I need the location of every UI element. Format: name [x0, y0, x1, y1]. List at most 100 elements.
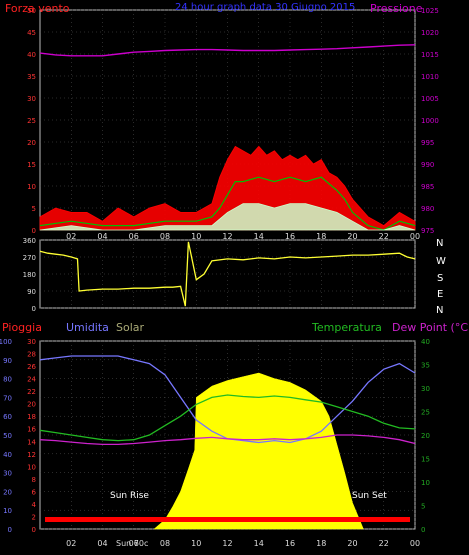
pressure-axis-ticks: 975 980 985 990 995 1000 1005 1010 1015 1020 1025: [421, 7, 439, 235]
pressure-tick-label: 1005: [421, 95, 439, 103]
x-tick-label: 00: [410, 232, 420, 241]
humidity-tick-label: 40: [3, 451, 12, 459]
wind-tick-label: 5: [32, 205, 36, 213]
pressure-tick-label: 1000: [421, 117, 439, 125]
pressure-tick-label: 990: [421, 161, 434, 169]
rain-tick-label: 4: [32, 501, 37, 509]
x-tick-label: 16: [285, 232, 295, 241]
dewpoint-line: [39, 434, 416, 446]
compass-n-top: N: [436, 238, 443, 249]
temperature-tick-label: 20: [421, 432, 430, 440]
temperature-axis-ticks: 0 5 10 15 20 25 30 35 40: [421, 338, 430, 534]
x-tick-label: 06: [129, 232, 139, 241]
x-tick-label: 20: [347, 232, 357, 241]
temperature-tick-label: 15: [421, 456, 430, 464]
x-tick-label: 22: [379, 232, 389, 241]
x-tick-label: 12: [222, 232, 232, 241]
humidity-tick-label: 90: [3, 357, 12, 365]
direction-tick-label: 360: [23, 237, 36, 245]
wind-pressure-series: [39, 44, 416, 231]
rain-tick-label: 20: [27, 401, 36, 409]
direction-tick-label: 270: [23, 254, 36, 262]
rain-tick-label: 0: [32, 526, 36, 534]
pressure-line: [39, 44, 416, 57]
pressure-tick-label: 1020: [421, 29, 439, 37]
x-tick-label: 08: [160, 539, 170, 548]
temperature-tick-label: 40: [421, 338, 430, 346]
temp-humidity-series: [39, 355, 416, 530]
temperature-tick-label: 35: [421, 362, 430, 370]
wind-tick-label: 30: [27, 95, 36, 103]
x-tick-label: 02: [66, 539, 76, 548]
rain-tick-label: 14: [27, 438, 36, 446]
rain-tick-label: 12: [27, 451, 36, 459]
wind-direction-ticks: 0 90 180 270 360: [23, 237, 36, 313]
x-tick-label: 04: [97, 539, 107, 548]
x-tick-label: 10: [191, 539, 201, 548]
x-tick-label: 22: [379, 539, 389, 548]
wind-tick-label: 15: [27, 161, 36, 169]
humidity-tick-label: 100: [0, 338, 12, 346]
wind-pressure-x-ticks: 02 04 06 08 10 12 14 16 18 20 22 00: [66, 232, 420, 241]
x-tick-label: 00: [410, 539, 420, 548]
pressure-tick-label: 1015: [421, 51, 439, 59]
direction-tick-label: 180: [23, 271, 36, 279]
wind-tick-label: 20: [27, 139, 36, 147]
x-tick-label: 04: [97, 232, 107, 241]
wind-average-line: [39, 176, 416, 231]
rain-tick-label: 10: [27, 463, 36, 471]
rain-tick-label: 6: [32, 488, 37, 496]
sun-extra-annotation: Sun 70c: [116, 539, 148, 548]
humidity-tick-label: 50: [3, 432, 12, 440]
temperature-axis-label: Temperatura: [311, 321, 382, 334]
humidity-tick-label: 20: [3, 488, 12, 496]
chart-title: 24 hour graph data 30 Giugno 2015: [175, 2, 355, 13]
compass-w: W: [436, 256, 446, 267]
rain-axis-label: Pioggia: [2, 321, 42, 334]
pressure-axis-label: Pressione: [370, 2, 423, 15]
rain-band: [45, 517, 410, 522]
solar-axis-label: Solar: [116, 321, 145, 334]
temperature-tick-label: 5: [421, 503, 425, 511]
wind-tick-label: 35: [27, 73, 36, 81]
x-tick-label: 06: [129, 539, 139, 548]
x-tick-label: 12: [222, 539, 232, 548]
wind-direction-series: [39, 241, 416, 307]
humidity-tick-label: 0: [8, 526, 12, 534]
solar-area: [153, 372, 364, 530]
x-tick-label: 18: [316, 539, 326, 548]
humidity-tick-label: 70: [3, 394, 12, 402]
x-tick-label: 14: [254, 232, 264, 241]
rain-tick-label: 28: [27, 351, 36, 359]
x-tick-label: 08: [160, 232, 170, 241]
pressure-tick-label: 1010: [421, 73, 439, 81]
compass-e: E: [437, 289, 443, 300]
humidity-axis-ticks: 0 10 20 30 40 50 60 70 80 90 100: [0, 338, 12, 534]
pressure-tick-label: 980: [421, 205, 434, 213]
x-tick-label: 14: [254, 539, 264, 548]
x-tick-label: 02: [66, 232, 76, 241]
wind-tick-label: 0: [32, 227, 36, 235]
rain-tick-label: 18: [27, 413, 36, 421]
temperature-tick-label: 10: [421, 479, 430, 487]
compass-n-bottom: N: [436, 305, 443, 316]
pressure-tick-label: 975: [421, 227, 434, 235]
wind-direction-grid: [40, 239, 416, 309]
humidity-axis-label: Umidita: [66, 321, 109, 334]
sunset-annotation: Sun Set: [352, 491, 387, 501]
rain-tick-label: 24: [27, 376, 36, 384]
x-tick-label: 20: [347, 539, 357, 548]
x-tick-label: 10: [191, 232, 201, 241]
wind-axis-label: Forza vento: [5, 2, 70, 15]
humidity-tick-label: 80: [3, 376, 12, 384]
rain-tick-label: 16: [27, 426, 36, 434]
humidity-tick-label: 30: [3, 470, 12, 478]
direction-tick-label: 90: [27, 288, 36, 296]
temperature-tick-label: 25: [421, 409, 430, 417]
pressure-tick-label: 1025: [421, 7, 439, 15]
direction-tick-label: 0: [32, 305, 36, 313]
rain-tick-label: 2: [32, 513, 36, 521]
wind-direction-line: [39, 241, 416, 307]
